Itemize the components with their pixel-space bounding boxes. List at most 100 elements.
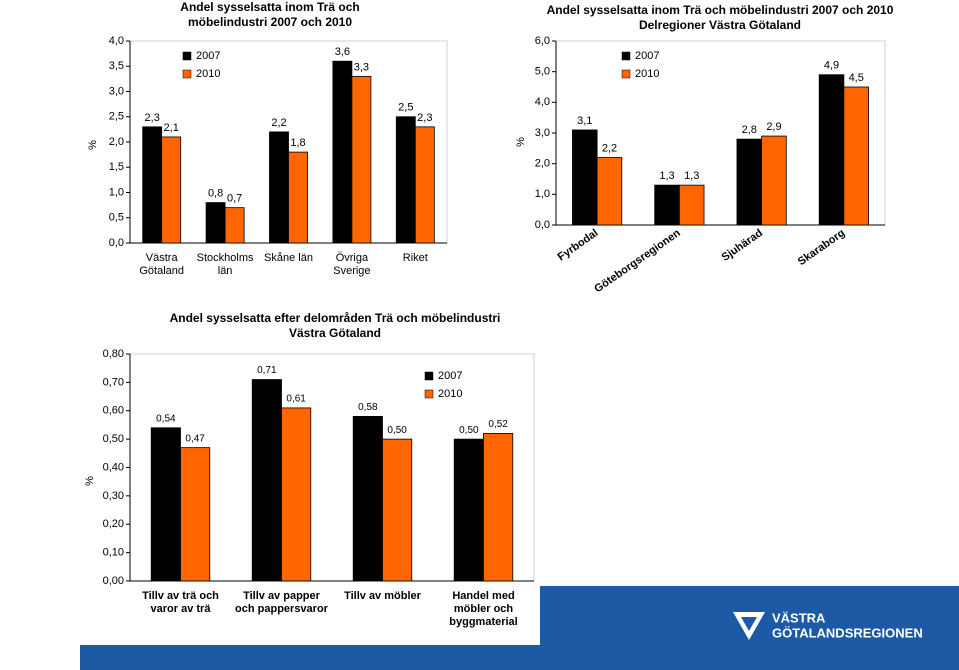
bar [142,126,163,244]
x-tick-label: Övriga Sverige [333,252,371,277]
bar [414,126,435,244]
x-tick-label: Tillv av papper och pappersvaror [235,590,328,615]
y-tick-label: 0,00 [103,575,124,587]
legend-swatch [621,69,631,79]
bar [251,379,282,582]
bar [453,438,484,582]
y-tick-label: 0,20 [103,518,124,530]
logo-text: GÖTALANDSREGIONEN [772,625,923,640]
y-tick-label: 2,0 [109,136,124,148]
x-tick-label: Handel med möbler och byggmaterial [449,590,518,628]
y-tick-label: 1,0 [109,186,124,198]
value-label: 0,58 [358,402,378,413]
y-tick-label: 3,0 [535,127,550,139]
x-tick-label: Västra Götaland [139,252,185,277]
legend-label: 2010 [438,388,462,400]
x-tick-label: Fyrbodal [556,227,601,263]
legend-label: 2007 [196,50,220,62]
logo-text: VÄSTRA [772,610,826,625]
legend-swatch [621,51,631,61]
y-axis-label: % [84,476,96,486]
value-label: 0,50 [459,425,479,436]
chart-title: Andel sysselsatta efter delområden Trä o… [169,311,501,340]
value-label: 3,1 [577,115,592,127]
x-tick-label: Tillv av möbler [344,590,421,602]
legend-swatch [182,51,192,61]
y-tick-label: 0,10 [103,547,124,559]
chart-subtitle: Delregioner Västra Götaland [638,18,802,32]
legend-swatch [424,389,434,399]
legend-swatch [424,371,434,381]
bar [395,116,416,244]
bar [736,138,763,226]
y-tick-label: 0,30 [103,490,124,502]
y-tick-label: 0,0 [109,237,124,249]
legend-label: 2007 [438,370,462,382]
y-tick-label: 2,5 [109,111,124,123]
y-tick-label: 1,0 [535,188,550,200]
y-tick-label: 0,40 [103,461,124,473]
legend-label: 2010 [196,68,220,80]
x-tick-label: Riket [402,252,428,264]
value-label: 0,71 [257,365,277,376]
bar [382,438,413,582]
y-tick-label: 4,0 [109,35,124,47]
value-label: 0,47 [185,433,205,444]
x-tick-label: Stockholms län [196,252,254,277]
bar [843,86,869,226]
y-tick-label: 0,60 [103,405,124,417]
bar [161,136,182,244]
x-tick-label: Göteborgsregionen [592,227,683,296]
value-label: 3,6 [335,46,350,58]
value-label: 2,5 [398,102,413,114]
value-label: 2,2 [271,117,286,129]
y-tick-label: 1,5 [109,161,124,173]
value-label: 2,3 [145,112,160,124]
y-tick-label: 0,5 [109,212,124,224]
y-axis-label: % [515,137,527,147]
value-label: 2,9 [766,121,781,133]
value-label: 1,8 [290,137,305,149]
x-tick-label: Sjuhärad [720,227,765,264]
value-label: 4,5 [849,72,864,84]
legend-swatch [182,69,192,79]
value-label: 2,2 [602,142,617,154]
bar [288,151,308,244]
bar [678,184,705,226]
x-tick-label: Skaraborg [796,227,847,268]
value-label: 2,3 [417,112,432,124]
y-tick-label: 6,0 [535,35,550,47]
bar [332,60,353,244]
value-label: 4,9 [824,60,839,72]
value-label: 2,1 [164,122,179,134]
value-label: 1,3 [659,170,674,182]
bar [224,207,245,244]
value-label: 0,50 [387,425,407,436]
value-label: 0,7 [227,193,242,205]
bar [654,184,680,226]
value-label: 0,54 [156,413,176,424]
bar [281,407,312,582]
bar [483,433,514,582]
y-tick-label: 0,80 [103,348,124,360]
value-label: 2,8 [742,124,757,136]
value-label: 3,3 [354,61,369,73]
y-tick-label: 3,0 [109,85,124,97]
legend-label: 2010 [635,68,659,80]
bar [352,416,383,582]
y-tick-label: 0,50 [103,433,124,445]
y-tick-label: 0,0 [535,219,550,231]
chart-title: Andel sysselsatta inom Trä och möbelindu… [180,0,360,29]
y-axis-label: % [87,140,99,150]
bar [818,74,845,226]
chart-title: Andel sysselsatta inom Trä och möbelindu… [546,3,894,17]
value-label: 0,8 [208,188,223,200]
bar [351,75,372,244]
bar [761,135,787,226]
x-tick-label: Tillv av trä och varor av trä [142,590,219,615]
value-label: 1,3 [684,170,699,182]
value-label: 0,52 [488,419,508,430]
bar [150,427,181,582]
